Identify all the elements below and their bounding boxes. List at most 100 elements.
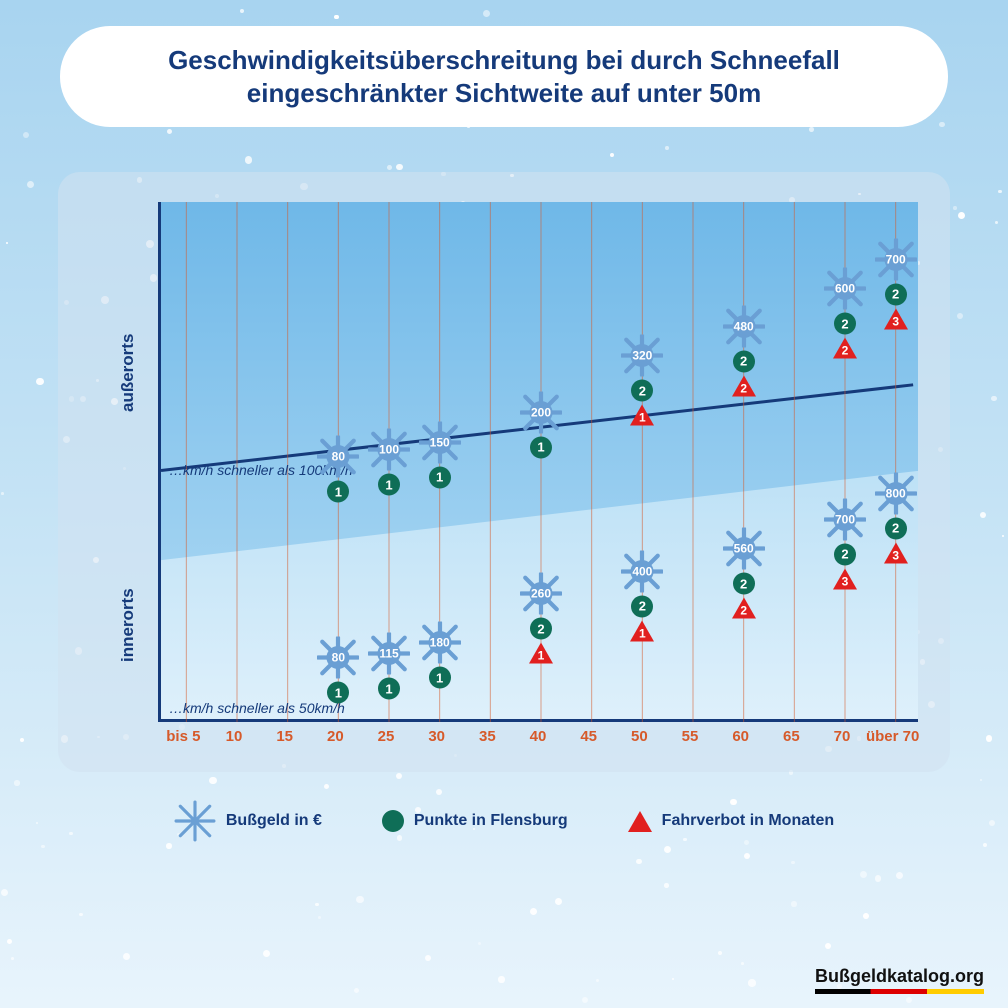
ban-triangle: 2: [833, 338, 857, 359]
chart-container: außerorts innerorts …km/h schneller als …: [58, 172, 950, 772]
snowflake-icon: 150: [419, 421, 461, 463]
legend-fine-label: Bußgeld in €: [226, 812, 322, 830]
ausserorts-marker: 1501: [419, 421, 461, 488]
fine-value: 200: [520, 391, 562, 433]
fine-value: 320: [621, 335, 663, 377]
y-label-top: außerorts: [118, 334, 138, 412]
title-card: Geschwindigkeitsüberschreitung bei durch…: [60, 26, 948, 127]
ausserorts-marker: 1001: [368, 429, 410, 496]
ban-value: 1: [637, 626, 647, 640]
x-tick: 70: [834, 728, 851, 745]
fine-value: 800: [875, 472, 917, 514]
x-tick: über 70: [866, 728, 919, 745]
points-dot: 2: [530, 618, 552, 640]
x-tick: 45: [580, 728, 597, 745]
ban-triangle: 1: [630, 405, 654, 426]
snowflake-icon: 180: [419, 622, 461, 664]
innerorts-marker: 80023: [875, 472, 917, 563]
legend-ban-label: Fahrverbot in Monaten: [662, 812, 834, 830]
x-axis-ticks: bis 510152025303540455055606570über 70: [158, 728, 918, 758]
page-title: Geschwindigkeitsüberschreitung bei durch…: [100, 44, 908, 109]
x-tick: 20: [327, 728, 344, 745]
ban-value: 2: [739, 604, 749, 618]
points-dot: 2: [885, 283, 907, 305]
innerorts-marker: 801: [317, 637, 359, 704]
plot-area: …km/h schneller als 100km/h …km/h schnel…: [158, 202, 918, 722]
points-dot: 1: [378, 474, 400, 496]
snowflake-icon: 800: [875, 472, 917, 514]
innerorts-marker: 700 2 3: [824, 498, 866, 589]
ausserorts-marker: 600 2 2: [824, 268, 866, 359]
legend-points-label: Punkte in Flensburg: [414, 812, 568, 830]
snowflake-icon: 400: [621, 550, 663, 592]
x-tick: 60: [732, 728, 749, 745]
points-dot: 2: [733, 573, 755, 595]
ausserorts-marker: 480 2 2: [723, 305, 765, 396]
innerorts-marker: 260 2 1: [520, 573, 562, 664]
innerorts-marker: 400 2 1: [621, 550, 663, 641]
fine-value: 560: [723, 528, 765, 570]
x-tick: bis 5: [166, 728, 200, 745]
snowflake-icon: 700: [824, 498, 866, 540]
triangle-icon: [628, 811, 652, 832]
fine-value: 260: [520, 573, 562, 615]
ban-value: 3: [891, 548, 901, 562]
ausserorts-marker: 2001: [520, 391, 562, 458]
dot-icon: [382, 810, 404, 832]
fine-value: 180: [419, 622, 461, 664]
ban-value: 3: [840, 574, 850, 588]
x-tick: 55: [682, 728, 699, 745]
ausserorts-marker: 32021: [621, 335, 663, 426]
snowflake-icon: [174, 800, 216, 842]
points-dot: 1: [378, 678, 400, 700]
ban-value: 3: [891, 314, 901, 328]
fine-value: 100: [368, 429, 410, 471]
fine-value: 115: [368, 633, 410, 675]
snowflake-icon: 80: [317, 637, 359, 679]
innerorts-marker: 1151: [368, 633, 410, 700]
fine-value: 80: [317, 436, 359, 478]
points-dot: 1: [429, 466, 451, 488]
fine-value: 80: [317, 637, 359, 679]
fine-value: 480: [723, 305, 765, 347]
ban-triangle: 3: [884, 542, 908, 563]
legend-ban: Fahrverbot in Monaten: [628, 800, 834, 842]
x-tick: 25: [378, 728, 395, 745]
snowflake-icon: 115: [368, 633, 410, 675]
innerorts-marker: 560 2 2: [723, 528, 765, 619]
footer-credit: Bußgeldkatalog.org: [815, 966, 984, 994]
x-tick: 35: [479, 728, 496, 745]
x-tick: 50: [631, 728, 648, 745]
points-dot: 1: [327, 682, 349, 704]
points-dot: 2: [631, 595, 653, 617]
ban-triangle: 3: [884, 308, 908, 329]
ban-value: 2: [739, 381, 749, 395]
snowflake-icon: 480: [723, 305, 765, 347]
points-dot: 2: [834, 313, 856, 335]
ban-triangle: 3: [833, 568, 857, 589]
x-tick: 10: [226, 728, 243, 745]
points-dot: 2: [733, 350, 755, 372]
ban-value: 1: [637, 411, 647, 425]
x-tick: 40: [530, 728, 547, 745]
ban-triangle: 1: [529, 643, 553, 664]
snowflake-icon: 100: [368, 429, 410, 471]
fine-value: 700: [875, 238, 917, 280]
fine-value: 600: [824, 268, 866, 310]
snowflake-icon: 200: [520, 391, 562, 433]
snowflake-icon: 80: [317, 436, 359, 478]
ausserorts-marker: 700 2 3: [875, 238, 917, 329]
ausserorts-marker: 801: [317, 436, 359, 503]
y-label-bottom: innerorts: [118, 588, 138, 662]
points-dot: 2: [834, 543, 856, 565]
x-tick: 65: [783, 728, 800, 745]
snowflake-icon: 600: [824, 268, 866, 310]
ban-value: 1: [536, 649, 546, 663]
snowflake-icon: 560: [723, 528, 765, 570]
ban-triangle: 2: [732, 598, 756, 619]
snowflake-icon: 320: [621, 335, 663, 377]
fine-value: 150: [419, 421, 461, 463]
ban-triangle: 1: [630, 620, 654, 641]
fine-value: 700: [824, 498, 866, 540]
legend-points: Punkte in Flensburg: [382, 800, 568, 842]
